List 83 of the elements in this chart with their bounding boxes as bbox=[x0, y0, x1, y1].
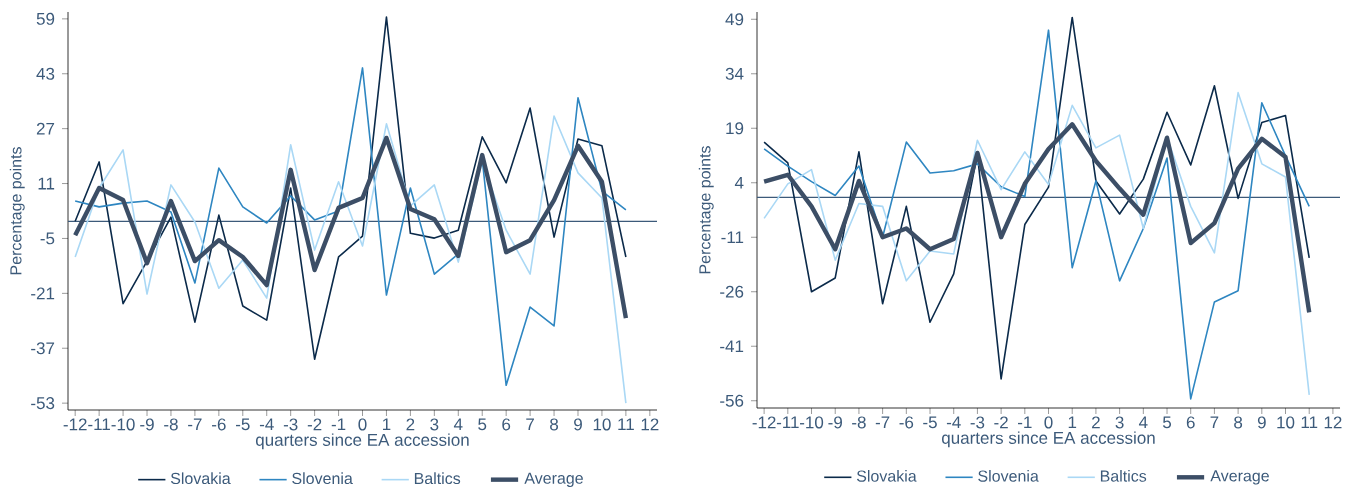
x-tick-label: -7 bbox=[875, 416, 890, 429]
x-tick-label: 12 bbox=[641, 418, 659, 431]
x-tick-label: 2 bbox=[406, 418, 415, 431]
x-tick-label: -7 bbox=[188, 418, 202, 431]
x-tick-label: 2 bbox=[1092, 416, 1100, 429]
y-tick-label: -37 bbox=[31, 342, 55, 355]
y-tick-label: 19 bbox=[726, 122, 744, 135]
y-tick-label: -21 bbox=[31, 287, 55, 300]
x-tick-label: 1 bbox=[1068, 416, 1077, 429]
x-tick-label: -6 bbox=[899, 416, 914, 429]
x-tick-label: 10 bbox=[1277, 416, 1295, 429]
x-axis-title: quarters since EA accession bbox=[941, 431, 1155, 448]
x-tick-label: -6 bbox=[212, 418, 226, 431]
line-series bbox=[763, 91, 1311, 396]
line-series bbox=[74, 67, 627, 387]
y-tick-label: -11 bbox=[721, 231, 744, 244]
x-tick-label: -3 bbox=[283, 418, 298, 431]
x-tick-label: 6 bbox=[502, 418, 511, 431]
x-tick-label: 1 bbox=[383, 418, 391, 431]
y-tick-label: -5 bbox=[40, 232, 55, 245]
x-tick-label: -1 bbox=[1018, 416, 1032, 429]
x-tick-label: 5 bbox=[478, 418, 487, 431]
y-axis-title: Percentage points bbox=[698, 146, 714, 274]
legend-label: Slovenia bbox=[292, 472, 353, 485]
legend-label: Average bbox=[1210, 470, 1269, 485]
x-tick-label: -11 bbox=[776, 416, 799, 429]
y-tick-label: -53 bbox=[31, 397, 55, 410]
x-tick-label: 3 bbox=[430, 418, 439, 431]
x-tick-label: -5 bbox=[923, 416, 937, 429]
y-tick-label: -56 bbox=[720, 394, 744, 407]
x-tick-label: 7 bbox=[1210, 416, 1219, 429]
legend-label: Baltics bbox=[414, 472, 461, 485]
line-series bbox=[761, 122, 1312, 315]
x-tick-label: -2 bbox=[994, 416, 1008, 429]
x-tick-label: -8 bbox=[852, 416, 866, 429]
x-tick-label: 9 bbox=[1257, 416, 1266, 429]
x-tick-label: 10 bbox=[593, 418, 611, 431]
x-tick-label: -1 bbox=[331, 418, 346, 431]
x-tick-label: 5 bbox=[1162, 416, 1172, 429]
y-tick-label: 4 bbox=[734, 176, 744, 189]
x-tick-label: 8 bbox=[550, 418, 559, 431]
y-tick-label: 59 bbox=[36, 12, 55, 25]
y-tick-label: -26 bbox=[720, 285, 744, 298]
x-tick-label: 11 bbox=[618, 418, 634, 431]
x-tick-label: 0 bbox=[1044, 416, 1053, 429]
y-tick-label: -41 bbox=[720, 340, 744, 353]
y-tick-label: 27 bbox=[36, 122, 55, 135]
legend-label: Slovenia bbox=[978, 470, 1039, 482]
line-series bbox=[72, 135, 629, 321]
x-tick-label: -10 bbox=[799, 416, 824, 429]
legend-label: Average bbox=[524, 472, 583, 487]
x-axis-title: quarters since EA accession bbox=[255, 433, 469, 450]
x-tick-label: 12 bbox=[1324, 416, 1342, 429]
x-tick-label: 0 bbox=[358, 418, 367, 431]
x-tick-label: -2 bbox=[307, 418, 322, 431]
y-tick-label: 49 bbox=[725, 13, 744, 26]
x-tick-label: 4 bbox=[1138, 416, 1148, 429]
x-tick-label: -8 bbox=[164, 418, 178, 431]
x-tick-label: 8 bbox=[1234, 416, 1243, 429]
y-axis-title: Percentage points bbox=[9, 147, 25, 275]
x-tick-label: -4 bbox=[946, 416, 961, 429]
x-tick-label: 11 bbox=[1301, 416, 1318, 429]
x-tick-label: 6 bbox=[1186, 416, 1195, 429]
x-tick-label: -11 bbox=[88, 418, 110, 431]
y-tick-label: 34 bbox=[725, 67, 744, 80]
x-tick-label: -3 bbox=[970, 416, 985, 429]
legend-label: Slovakia bbox=[856, 470, 917, 482]
x-tick-label: 4 bbox=[453, 418, 463, 431]
x-tick-label: -4 bbox=[259, 418, 274, 431]
x-tick-label: 7 bbox=[526, 418, 534, 431]
line-series bbox=[74, 16, 627, 361]
y-tick-label: 43 bbox=[36, 67, 55, 80]
x-tick-label: -9 bbox=[140, 418, 154, 431]
x-tick-label: 9 bbox=[574, 418, 582, 431]
x-tick-label: 3 bbox=[1115, 416, 1124, 429]
x-tick-label: -12 bbox=[752, 416, 776, 429]
x-tick-label: -5 bbox=[235, 418, 250, 431]
y-tick-label: 11 bbox=[38, 177, 55, 190]
x-tick-label: -12 bbox=[63, 418, 87, 431]
legend-label: Slovakia bbox=[170, 472, 231, 485]
legend-label: Baltics bbox=[1100, 470, 1147, 482]
x-tick-label: -10 bbox=[111, 418, 135, 431]
x-tick-label: -9 bbox=[828, 416, 842, 429]
